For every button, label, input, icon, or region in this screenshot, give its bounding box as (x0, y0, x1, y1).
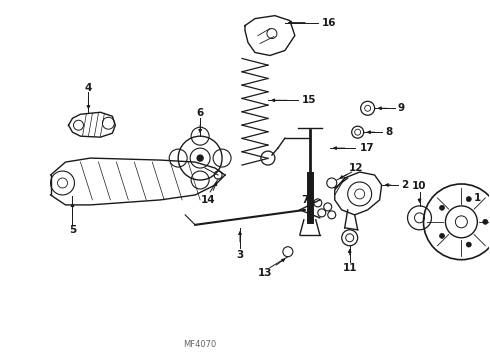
Circle shape (440, 233, 444, 238)
Text: 13: 13 (258, 267, 272, 278)
Text: 14: 14 (201, 195, 216, 205)
Circle shape (466, 197, 471, 202)
Text: 3: 3 (236, 250, 244, 260)
Text: 4: 4 (85, 84, 92, 93)
Text: 2: 2 (401, 180, 409, 190)
Circle shape (440, 205, 444, 210)
Circle shape (483, 219, 488, 224)
Text: 12: 12 (348, 163, 363, 173)
Text: 15: 15 (302, 95, 317, 105)
Circle shape (197, 155, 203, 161)
Text: MF4070: MF4070 (183, 340, 217, 349)
Text: 7: 7 (301, 195, 309, 205)
Text: 10: 10 (412, 181, 427, 191)
Text: 8: 8 (386, 127, 393, 137)
Text: 17: 17 (360, 143, 374, 153)
Text: 1: 1 (474, 193, 481, 203)
Text: 9: 9 (397, 103, 405, 113)
Text: 11: 11 (343, 263, 357, 273)
Circle shape (466, 242, 471, 247)
Text: 6: 6 (196, 108, 204, 118)
Text: 16: 16 (322, 18, 336, 28)
Text: 5: 5 (69, 225, 76, 235)
